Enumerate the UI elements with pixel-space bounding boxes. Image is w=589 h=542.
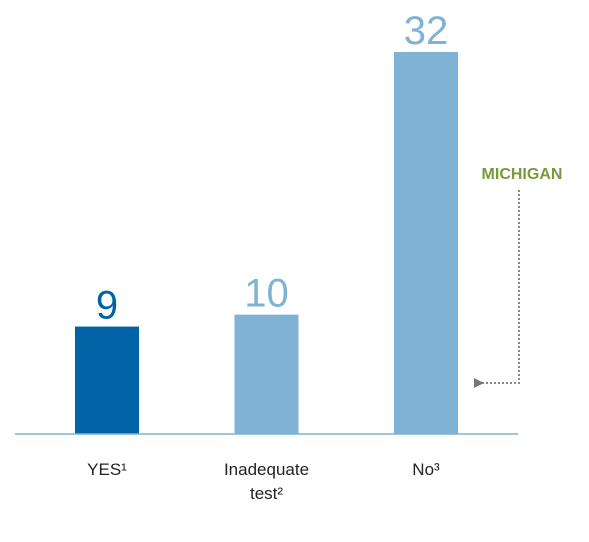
x-tick-label: Inadequate test² [223,460,310,503]
bar [75,326,139,434]
value-label: 32 [404,9,449,53]
x-tick-label: No³ [412,460,440,479]
annotation-arrow [474,190,520,388]
bar [234,314,299,434]
annotation: MICHIGAN [482,166,563,183]
bar [394,52,458,434]
value-label: 10 [244,272,289,316]
value-label: 9 [96,284,118,328]
x-tick-label: YES¹ [87,460,127,479]
